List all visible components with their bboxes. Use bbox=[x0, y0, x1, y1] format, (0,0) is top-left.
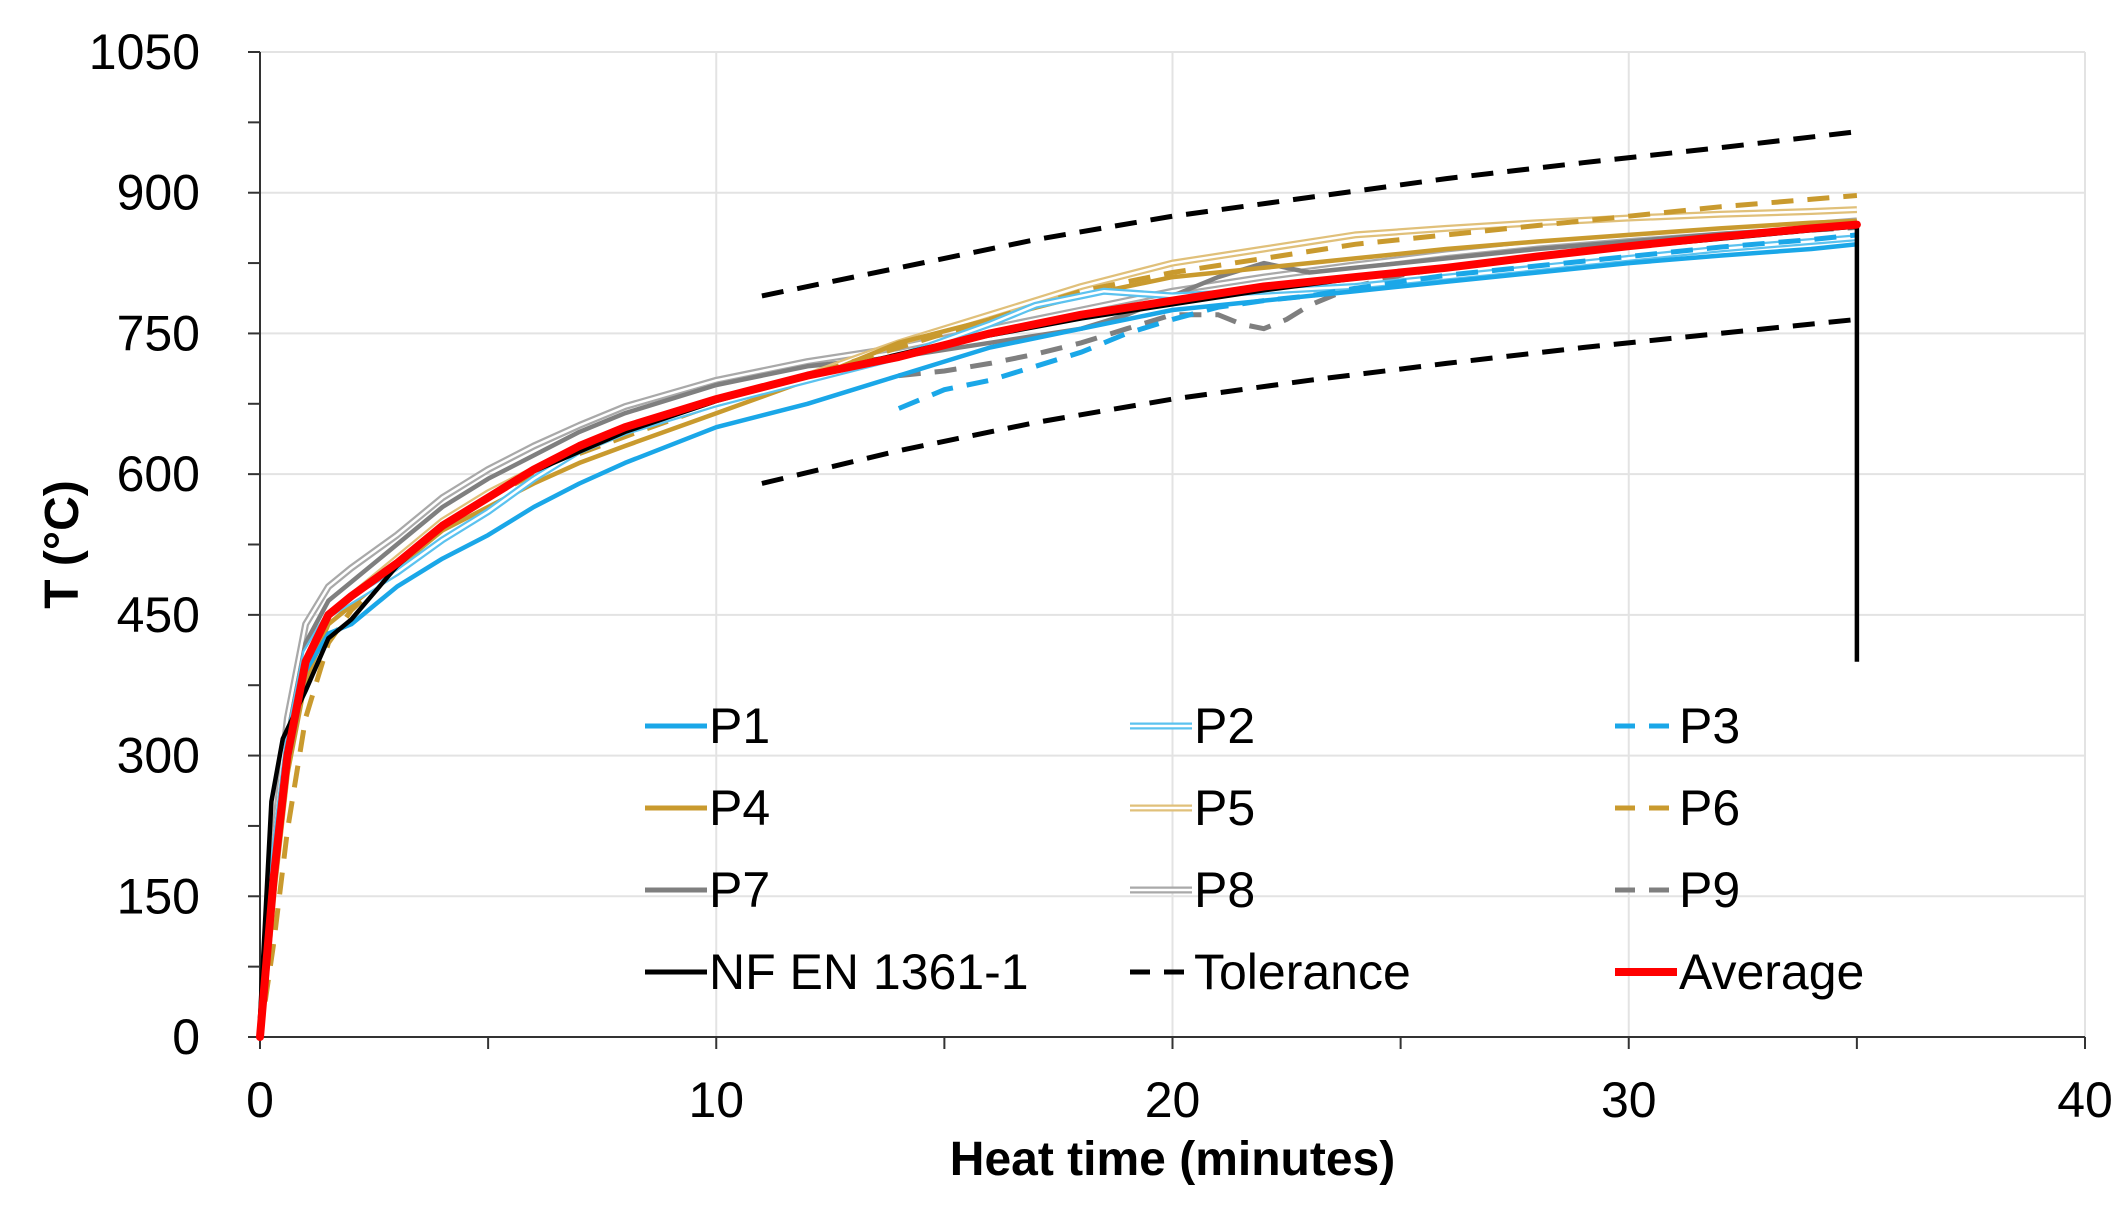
legend-average: Average bbox=[1615, 944, 1864, 1000]
legend-p7: P7 bbox=[645, 862, 770, 918]
legend-nf-en-1361-1-label: NF EN 1361-1 bbox=[709, 944, 1029, 1000]
legend-p6-label: P6 bbox=[1679, 780, 1740, 836]
x-tick-label: 40 bbox=[2057, 1072, 2113, 1128]
legend-p6: P6 bbox=[1615, 780, 1740, 836]
plot-series bbox=[256, 129, 1861, 1041]
legend-p3-label: P3 bbox=[1679, 698, 1740, 754]
series-p8-inner bbox=[258, 219, 1858, 1038]
legend-p3: P3 bbox=[1615, 698, 1740, 754]
series-average bbox=[256, 220, 1861, 1041]
legend-p9-label: P9 bbox=[1679, 862, 1740, 918]
y-tick-label: 600 bbox=[117, 446, 200, 502]
legend-p1: P1 bbox=[645, 698, 770, 754]
legend-average-label: Average bbox=[1679, 944, 1864, 1000]
legend-p8: P8 bbox=[1130, 862, 1255, 918]
y-tick-label: 1050 bbox=[89, 24, 200, 80]
legend-p2: P2 bbox=[1130, 698, 1255, 754]
series-p4 bbox=[257, 218, 1857, 1038]
legend-p1-label: P1 bbox=[709, 698, 770, 754]
legend-p9: P9 bbox=[1615, 862, 1740, 918]
y-tick-label: 150 bbox=[117, 868, 200, 924]
legend-p4: P4 bbox=[645, 780, 770, 836]
y-tick-label: 0 bbox=[172, 1009, 200, 1065]
series-tolerance-lower bbox=[761, 316, 1858, 486]
legend-nf-en-1361-1: NF EN 1361-1 bbox=[645, 944, 1029, 1000]
series-p2-outer bbox=[256, 234, 1858, 1038]
y-tick-label: 300 bbox=[117, 728, 200, 784]
legend-p7-label: P7 bbox=[709, 862, 770, 918]
y-tick-label: 750 bbox=[117, 305, 200, 361]
series-p2-inner bbox=[258, 236, 1858, 1038]
x-tick-label: 30 bbox=[1601, 1072, 1657, 1128]
x-tick-label: 10 bbox=[688, 1072, 744, 1128]
y-tick-label: 900 bbox=[117, 165, 200, 221]
series-p1 bbox=[257, 242, 1858, 1038]
legend-p4-label: P4 bbox=[709, 780, 770, 836]
legend-p5: P5 bbox=[1130, 780, 1255, 836]
series-tolerance-upper bbox=[761, 129, 1858, 299]
legend-tolerance-label: Tolerance bbox=[1194, 944, 1411, 1000]
legend-tolerance: Tolerance bbox=[1130, 944, 1411, 1000]
legend-p2-label: P2 bbox=[1194, 698, 1255, 754]
x-axis-title: Heat time (minutes) bbox=[950, 1133, 1395, 1186]
x-tick-label: 0 bbox=[246, 1072, 274, 1128]
legend: P1 P2 P3 P4 P5 P6 P7 P8 P9 NF EN 1361-1 Tolerance A… bbox=[645, 698, 1864, 1000]
y-axis-title: T (°C) bbox=[36, 480, 89, 608]
series-p3 bbox=[897, 232, 1858, 411]
axes: 0 10 20 30 40 0 150 300 450 600 750 900 1050 Heat tim… bbox=[36, 24, 2113, 1186]
legend-p8-label: P8 bbox=[1194, 862, 1255, 918]
x-tick-label: 20 bbox=[1145, 1072, 1201, 1128]
y-tick-label: 450 bbox=[117, 587, 200, 643]
legend-p5-label: P5 bbox=[1194, 780, 1255, 836]
